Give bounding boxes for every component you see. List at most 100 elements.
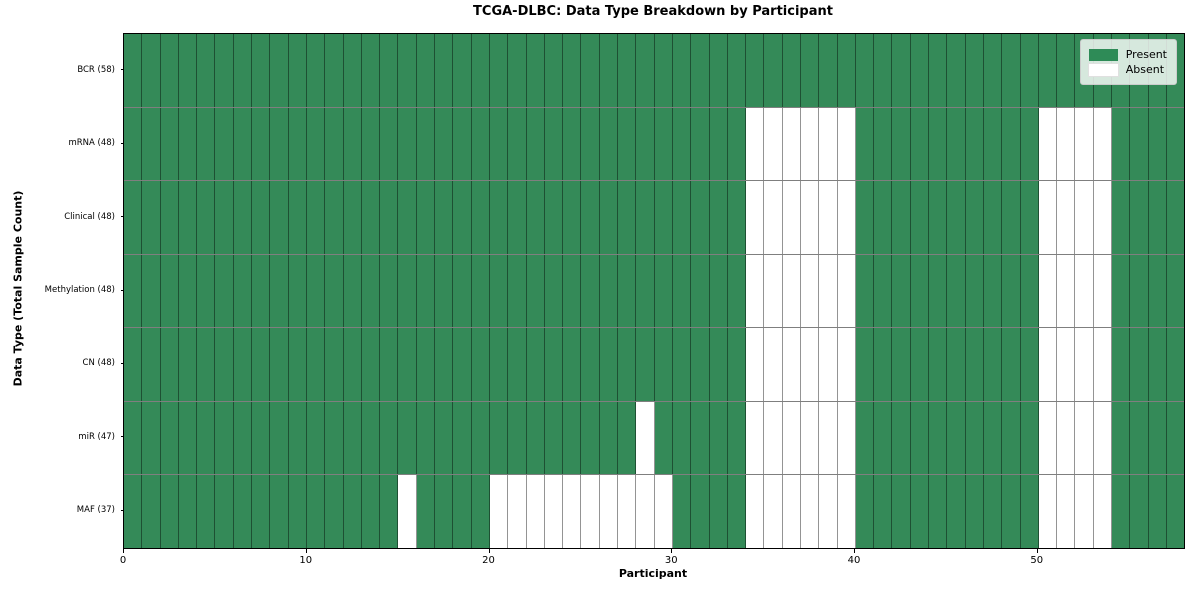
heatmap-cell — [1075, 107, 1094, 181]
heatmap-cell — [636, 475, 655, 549]
legend-label-absent: Absent — [1125, 63, 1165, 76]
heatmap-cell — [489, 34, 509, 107]
heatmap-cell — [270, 181, 289, 254]
chart-title: TCGA-DLBC: Data Type Breakdown by Partic… — [473, 4, 833, 19]
heatmap-cell — [233, 34, 253, 107]
heatmap-cell — [1093, 254, 1113, 328]
heatmap-cell — [178, 107, 198, 181]
heatmap-row — [124, 475, 1185, 549]
heatmap-cell — [782, 107, 801, 181]
heatmap-cell — [782, 254, 801, 328]
heatmap-cell — [544, 181, 564, 254]
heatmap-cell — [1020, 328, 1039, 401]
heatmap-cell — [508, 328, 527, 401]
heatmap-cell — [142, 401, 161, 475]
heatmap-cell — [416, 328, 436, 401]
heatmap-cell — [892, 254, 911, 328]
heatmap-cell — [178, 254, 198, 328]
heatmap-cell — [453, 34, 472, 107]
heatmap-cell — [142, 328, 161, 401]
heatmap-cell — [489, 475, 509, 549]
heatmap-cell — [855, 254, 875, 328]
heatmap-cell — [599, 475, 619, 549]
heatmap-cell — [306, 34, 326, 107]
heatmap-cell — [1002, 107, 1021, 181]
heatmap-cell — [361, 475, 381, 549]
heatmap-cell — [727, 401, 747, 475]
heatmap-cell — [508, 107, 527, 181]
y-tick-label: miR (47) — [78, 431, 115, 442]
heatmap-cell — [910, 181, 930, 254]
heatmap-cell — [1038, 401, 1058, 475]
heatmap-cell — [782, 34, 801, 107]
heatmap-cell — [380, 475, 399, 549]
heatmap-cell — [124, 34, 143, 107]
heatmap-cell — [1057, 401, 1076, 475]
heatmap-cell — [270, 254, 289, 328]
heatmap-cell — [983, 107, 1003, 181]
heatmap-cell — [124, 254, 143, 328]
heatmap-cell — [178, 181, 198, 254]
heatmap-cell — [1130, 328, 1149, 401]
heatmap-cell — [270, 107, 289, 181]
heatmap-cell — [947, 34, 966, 107]
heatmap-cell — [782, 475, 801, 549]
heatmap-cell — [160, 34, 179, 107]
heatmap-cell — [288, 475, 307, 549]
heatmap-cell — [325, 107, 344, 181]
heatmap-cell — [654, 254, 673, 328]
heatmap-cell — [581, 107, 600, 181]
heatmap-cell — [892, 107, 911, 181]
heatmap-cell — [471, 181, 490, 254]
heatmap-cell — [819, 34, 838, 107]
heatmap-cell — [654, 475, 673, 549]
heatmap-cell — [819, 254, 838, 328]
heatmap-cell — [837, 328, 856, 401]
heatmap-cell — [764, 107, 783, 181]
legend-label-present: Present — [1125, 48, 1167, 61]
heatmap-cell — [581, 475, 600, 549]
heatmap-cell — [800, 401, 820, 475]
heatmap-cell — [837, 475, 856, 549]
y-tick-label: MAF (37) — [76, 505, 115, 516]
heatmap-cell — [746, 475, 765, 549]
heatmap-cell — [618, 254, 637, 328]
heatmap-cell — [709, 475, 728, 549]
heatmap-grid — [124, 34, 1185, 549]
heatmap-cell — [215, 107, 234, 181]
heatmap-cell — [1075, 181, 1094, 254]
heatmap-cell — [1020, 401, 1039, 475]
heatmap-cell — [636, 107, 655, 181]
heatmap-cell — [306, 254, 326, 328]
heatmap-cell — [599, 328, 619, 401]
heatmap-cell — [709, 401, 728, 475]
heatmap-cell — [544, 107, 564, 181]
heatmap-cell — [929, 34, 948, 107]
heatmap-cell — [800, 475, 820, 549]
heatmap-cell — [1166, 475, 1185, 549]
y-tick — [120, 69, 125, 71]
x-tick — [1036, 548, 1038, 553]
heatmap-cell — [965, 34, 984, 107]
heatmap-cell — [672, 181, 692, 254]
heatmap-cell — [691, 181, 710, 254]
heatmap-cell — [1075, 328, 1094, 401]
heatmap-cell — [1002, 475, 1021, 549]
heatmap-cell — [1130, 254, 1149, 328]
y-tick-label: Clinical (48) — [64, 211, 115, 222]
y-tick-label: BCR (58) — [77, 64, 115, 75]
heatmap-cell — [1020, 254, 1039, 328]
heatmap-cell — [892, 475, 911, 549]
heatmap-cell — [178, 34, 198, 107]
heatmap-cell — [1075, 254, 1094, 328]
heatmap-cell — [160, 475, 179, 549]
heatmap-cell — [380, 328, 399, 401]
heatmap-cell — [325, 401, 344, 475]
heatmap-cell — [800, 34, 820, 107]
heatmap-cell — [563, 254, 582, 328]
heatmap-cell — [124, 181, 143, 254]
heatmap-cell — [636, 34, 655, 107]
heatmap-cell — [764, 475, 783, 549]
heatmap-cell — [343, 401, 362, 475]
x-tick — [488, 548, 490, 553]
